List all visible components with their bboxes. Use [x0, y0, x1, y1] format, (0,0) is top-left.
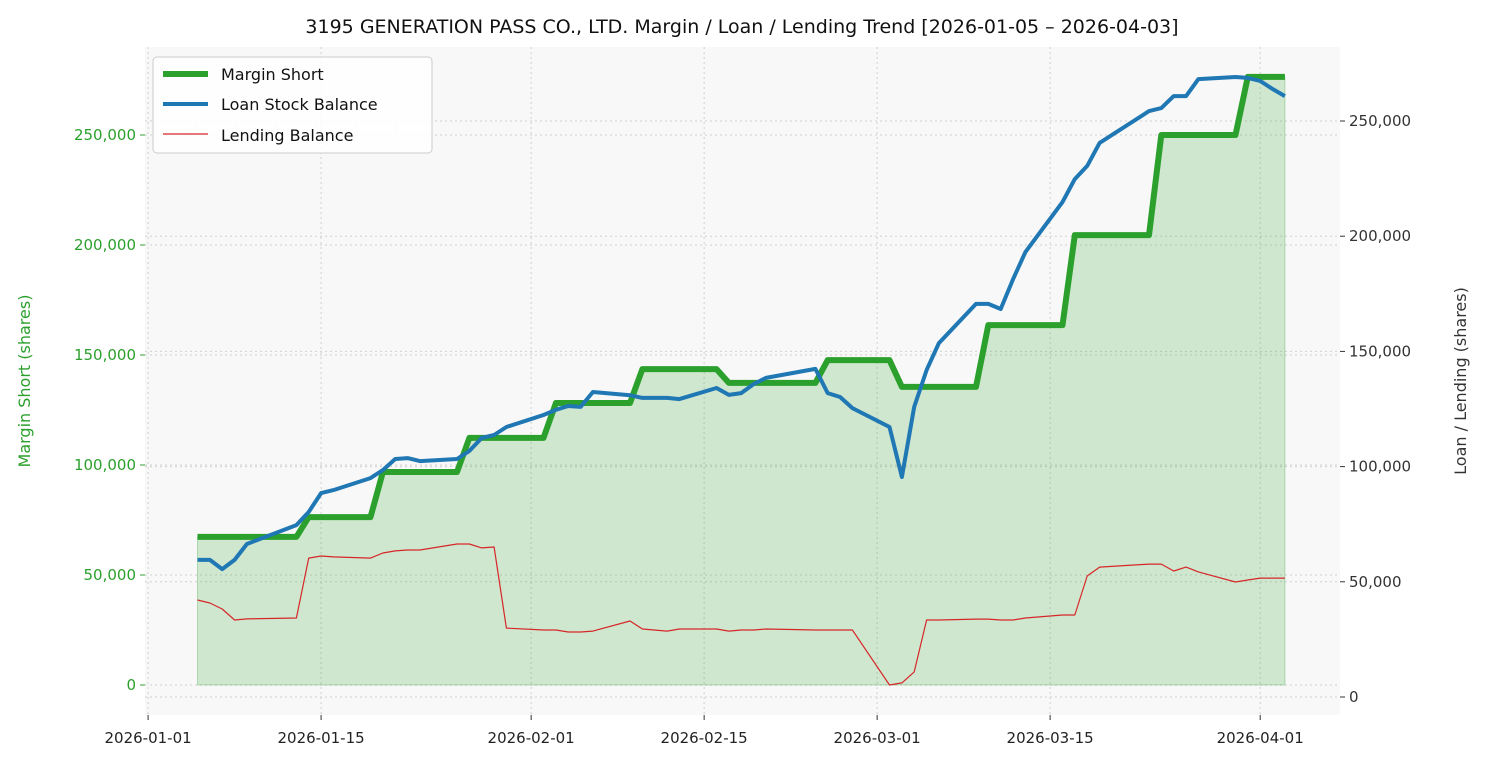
legend-label-margin-short: Margin Short	[221, 65, 324, 84]
x-tick-label: 2026-02-15	[661, 729, 748, 747]
x-axis: 2026-01-01 2026-01-15 2026-02-01 2026-02-15…	[104, 715, 1303, 747]
x-tick-label: 2026-01-01	[104, 729, 191, 747]
right-y-tick-label: 100,000	[1349, 458, 1411, 476]
left-y-tick-label: 100,000	[74, 456, 136, 474]
right-y-tick-label: 200,000	[1349, 227, 1411, 245]
left-axis-label: Margin Short (shares)	[15, 295, 34, 468]
legend-label-loan-stock: Loan Stock Balance	[221, 95, 378, 114]
x-tick-label: 2026-03-15	[1007, 729, 1094, 747]
right-y-axis: 0 50,000 100,000 150,000 200,000 250,000	[1340, 112, 1411, 706]
x-tick-label: 2026-04-01	[1217, 729, 1304, 747]
legend-label-lending: Lending Balance	[221, 126, 353, 145]
legend: Margin Short Loan Stock Balance Lending …	[153, 57, 432, 153]
right-y-tick-label: 50,000	[1349, 573, 1402, 591]
right-y-tick-label: 150,000	[1349, 342, 1411, 360]
right-y-tick-label: 250,000	[1349, 112, 1411, 130]
left-y-tick-label: 200,000	[74, 236, 136, 254]
right-y-tick-label: 0	[1349, 688, 1359, 706]
left-y-tick-label: 250,000	[74, 126, 136, 144]
x-tick-label: 2026-02-01	[488, 729, 575, 747]
x-tick-label: 2026-01-15	[277, 729, 364, 747]
chart-title: 3195 GENERATION PASS CO., LTD. Margin / …	[305, 16, 1178, 38]
left-y-tick-label: 150,000	[74, 346, 136, 364]
left-y-tick-label: 50,000	[84, 566, 137, 584]
right-axis-label: Loan / Lending (shares)	[1451, 287, 1470, 475]
x-tick-label: 2026-03-01	[834, 729, 921, 747]
left-y-tick-label: 0	[126, 676, 136, 694]
left-y-axis: 0 50,000 100,000 150,000 200,000 250,000	[74, 126, 145, 694]
